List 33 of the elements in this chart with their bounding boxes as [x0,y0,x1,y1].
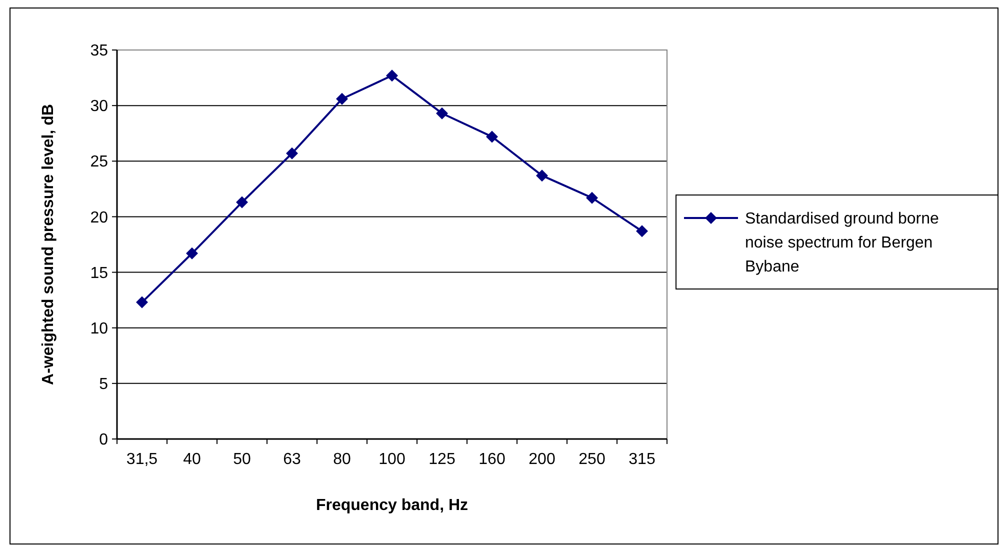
y-tick-label: 25 [90,154,108,171]
y-tick-label: 20 [90,209,108,226]
x-tick-label: 125 [428,451,456,468]
x-tick-label: 31,5 [126,451,158,468]
point [636,225,648,238]
y-tick-label: 35 [90,42,108,60]
x-tick-label: 80 [333,451,351,468]
point [436,107,448,120]
x-tick-label: 50 [233,451,251,468]
point [236,196,248,208]
x-tick-label: 63 [283,451,301,468]
point [536,170,548,182]
point [186,247,198,260]
x-tick-label: 315 [628,451,656,468]
x-axis-title: Frequency band, Hz [316,497,468,514]
x-tick-label: 250 [578,451,606,468]
x-tick-label: 100 [378,451,406,468]
x-tick-label: 200 [528,451,556,468]
x-tick-label: 40 [183,451,201,468]
y-tick-label: 0 [99,432,108,449]
y-tick-label: 15 [90,264,108,282]
point [286,147,298,160]
point [336,92,348,105]
x-tick-label: 160 [478,451,506,468]
y-tick-label: 10 [90,320,108,338]
point [486,130,498,143]
y-axis-title: A-weighted sound pressure level, dB [40,104,57,385]
y-tick-label: 5 [99,376,108,394]
point [136,296,148,308]
point [586,192,598,204]
y-tick-label: 30 [90,98,108,116]
point [386,70,398,82]
legend-label: Standardised ground borne noise spectrum for Bergen Bybane [745,210,940,276]
